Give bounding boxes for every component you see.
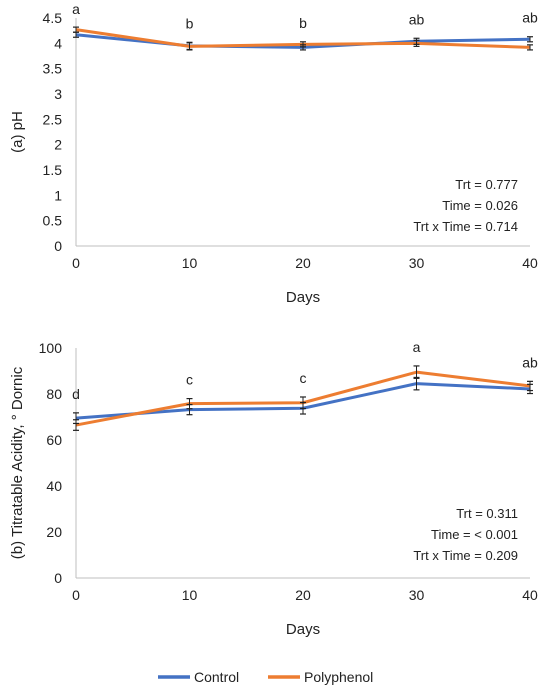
significance-letter: ab — [409, 11, 425, 27]
significance-letter: c — [186, 372, 193, 388]
error-bar — [413, 39, 420, 47]
y-axis-title: (a) pH — [9, 111, 26, 153]
error-bar — [186, 398, 193, 410]
x-tick-label: 10 — [182, 255, 198, 271]
error-bar — [73, 419, 79, 431]
significance-letter: ab — [522, 10, 538, 26]
chart-titratable-acidity: 0 20 40 60 80 100 0 10 20 30 40 Days (b) Titratable … — [9, 339, 538, 638]
error-bar — [413, 365, 420, 379]
y-tick-label: 2.5 — [43, 111, 63, 127]
y-tick-label: 60 — [46, 432, 62, 448]
y-tick-label: 3 — [54, 86, 62, 102]
x-tick-label: 20 — [295, 587, 311, 603]
x-tick-label: 0 — [72, 587, 80, 603]
y-tick-label: 100 — [39, 340, 63, 356]
x-tick-label: 40 — [522, 587, 538, 603]
stats-annotation: Trt x Time = 0.714 — [413, 219, 518, 234]
error-bar — [527, 380, 533, 392]
error-bar — [527, 44, 533, 51]
error-bar — [300, 396, 306, 410]
x-axis-title: Days — [286, 289, 320, 306]
y-tick-label: 4 — [54, 35, 62, 51]
x-tick-label: 30 — [409, 587, 425, 603]
legend-label: Control — [194, 669, 239, 685]
significance-letter: ab — [522, 354, 538, 370]
y-axis-title: (b) Titratable Acidity, ° Dornic — [9, 366, 26, 559]
y-tick-label: 1.5 — [43, 162, 63, 178]
x-axis-title: Days — [286, 621, 320, 638]
stats-annotation: Trt = 0.777 — [455, 177, 518, 192]
y-tick-label: 0.5 — [43, 213, 63, 229]
x-tick-label: 10 — [182, 587, 198, 603]
y-tick-label: 0 — [54, 570, 62, 586]
significance-letter: d — [72, 386, 80, 402]
legend-item-control: Control — [158, 669, 239, 685]
legend-item-polyphenol: Polyphenol — [268, 669, 373, 685]
significance-letter: a — [413, 339, 421, 355]
y-tick-label: 4.5 — [43, 10, 63, 26]
error-bar — [73, 26, 79, 33]
significance-letter: c — [300, 370, 307, 386]
stats-annotation: Time = < 0.001 — [431, 527, 518, 542]
x-tick-label: 0 — [72, 255, 80, 271]
stats-annotation: Time = 0.026 — [442, 198, 518, 213]
x-tick-label: 40 — [522, 255, 538, 271]
error-bar — [300, 41, 306, 48]
stats-annotation: Trt = 0.311 — [456, 506, 518, 521]
y-tick-label: 0 — [54, 238, 62, 254]
legend: Control Polyphenol — [158, 669, 373, 685]
y-tick-label: 2 — [54, 137, 62, 153]
stats-annotation: Trt x Time = 0.209 — [413, 548, 518, 563]
chart-ph: 0 0.5 1 1.5 2 2.5 3 3.5 4 4.5 0 10 20 30 40 Days (a) pH a… — [9, 1, 538, 306]
legend-label: Polyphenol — [304, 669, 373, 685]
significance-letter: b — [186, 15, 194, 31]
error-bar — [527, 36, 533, 43]
y-tick-label: 3.5 — [43, 61, 63, 77]
y-tick-label: 1 — [54, 187, 62, 203]
y-tick-label: 20 — [46, 524, 62, 540]
y-tick-label: 80 — [46, 386, 62, 402]
x-tick-label: 20 — [295, 255, 311, 271]
significance-letter: b — [299, 15, 307, 31]
error-bar — [186, 42, 193, 51]
significance-letter: a — [72, 1, 80, 17]
x-tick-label: 30 — [409, 255, 425, 271]
y-tick-label: 40 — [46, 478, 62, 494]
